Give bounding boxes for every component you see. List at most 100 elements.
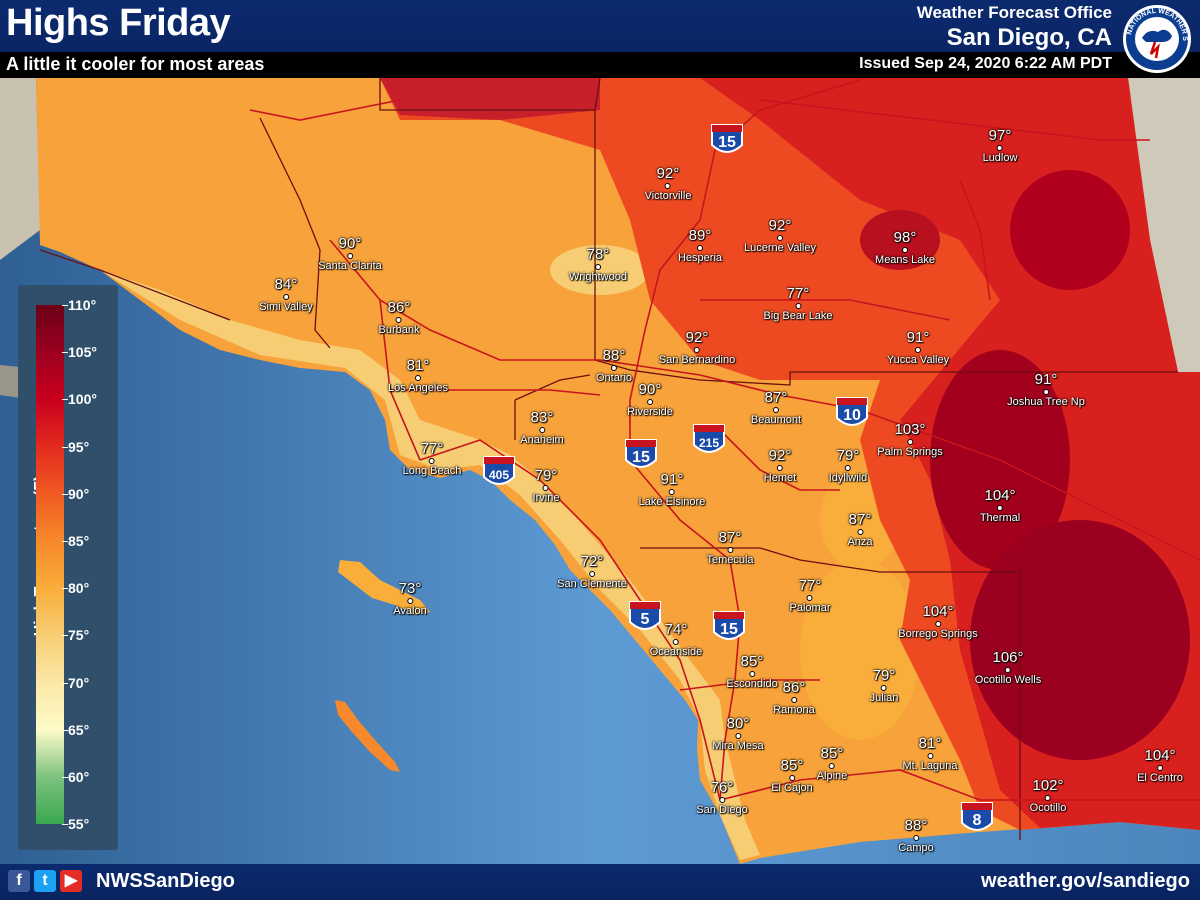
- city-label: 92° Victorville: [645, 166, 692, 203]
- city-temperature: 76°: [710, 779, 734, 796]
- city-label: 92° San Bernardino: [659, 330, 735, 367]
- city-name: Mt. Laguna: [902, 760, 958, 772]
- i5-shield: 5: [629, 601, 661, 630]
- city-name: Long Beach: [402, 465, 462, 477]
- social-handle[interactable]: NWSSanDiego: [96, 870, 235, 892]
- city-label: 86° Ramona: [773, 680, 815, 717]
- facebook-icon[interactable]: f: [8, 870, 30, 892]
- city-temperature: 81°: [918, 735, 942, 752]
- city-dot: [997, 505, 1003, 511]
- city-temperature: 74°: [664, 621, 688, 638]
- legend-tick: [62, 399, 68, 401]
- city-dot: [844, 465, 851, 471]
- city-name: Ontario: [595, 372, 633, 384]
- city-temperature: 106°: [992, 649, 1024, 666]
- city-name: San Diego: [696, 804, 748, 816]
- city-temperature: 91°: [1034, 371, 1058, 388]
- city-temperature: 91°: [660, 471, 684, 488]
- legend-label: 90°: [68, 485, 90, 502]
- city-label: 91° Lake Elsinore: [638, 471, 706, 509]
- city-name: Ludlow: [982, 152, 1018, 164]
- city-label: 83° Anaheim: [520, 410, 563, 447]
- city-dot: [407, 598, 413, 604]
- city-label: 87° Beaumont: [751, 389, 801, 427]
- city-temperature: 104°: [1144, 747, 1176, 764]
- city-dot: [594, 264, 601, 270]
- legend-label: 60°: [68, 769, 90, 785]
- youtube-icon[interactable]: ▶: [60, 870, 82, 892]
- city-name: Anza: [847, 536, 873, 548]
- city-dot: [749, 671, 755, 677]
- city-name: El Cajon: [771, 782, 813, 794]
- city-name: Irvine: [532, 492, 560, 504]
- legend-swatch: [36, 541, 64, 589]
- city-dot: [415, 375, 421, 381]
- temperature-map: 15 10 215 15 405 5 15 8: [0, 78, 1200, 864]
- legend-swatch: [36, 729, 64, 777]
- city-label: 77° Big Bear Lake: [763, 286, 832, 323]
- city-name: Joshua Tree Np: [1007, 396, 1085, 408]
- terrain-west: [0, 78, 40, 260]
- city-label: 91° Joshua Tree Np: [1007, 371, 1085, 409]
- svg-text:5: 5: [641, 611, 650, 628]
- city-temperature: 90°: [638, 381, 662, 398]
- twitter-icon[interactable]: t: [34, 870, 56, 892]
- svg-text:215: 215: [699, 436, 719, 450]
- city-temperature: 81°: [406, 357, 430, 374]
- website-link[interactable]: weather.gov/sandiego: [981, 870, 1190, 892]
- city-name: Lake Elsinore: [638, 496, 706, 508]
- city-dot: [1043, 389, 1049, 395]
- city-name: Palm Springs: [877, 446, 943, 458]
- temperature-legend: High Temperature (F) 110°105°100°95°90°8…: [18, 285, 118, 850]
- legend-label: 65°: [68, 721, 90, 738]
- legend-swatch: [36, 777, 64, 825]
- city-name: Simi Valley: [259, 301, 313, 313]
- i15-north-shield: 15: [711, 124, 743, 153]
- map-title: Highs Friday: [6, 2, 231, 44]
- city-dot: [902, 247, 908, 253]
- legend-label: 105°: [68, 344, 97, 361]
- footer: f t ▶ NWSSanDiego weather.gov/sandiego: [0, 864, 1200, 900]
- city-name: Santa Clarita: [318, 260, 382, 272]
- imperial-valley-hot: [970, 520, 1190, 760]
- city-dot: [726, 547, 733, 553]
- city-dot: [669, 489, 675, 495]
- city-dot: [777, 465, 783, 471]
- city-name: Mira Mesa: [712, 740, 764, 752]
- city-temperature: 98°: [893, 229, 917, 246]
- legend-tick: [62, 446, 68, 448]
- city-label: 92° Lucerne Valley: [744, 218, 816, 255]
- legend-swatch: [36, 305, 64, 353]
- city-label: 90° Riverside: [627, 381, 673, 419]
- office-line: Weather Forecast Office: [916, 3, 1112, 22]
- city-temperature: 87°: [764, 389, 788, 406]
- office-city: San Diego, CA: [946, 24, 1112, 51]
- city-temperature: 86°: [387, 299, 411, 316]
- san-clemente-island: [335, 700, 400, 772]
- city-dot: [283, 294, 289, 300]
- city-name: San Clemente: [557, 578, 627, 590]
- city-label: 103° Palm Springs: [877, 422, 943, 459]
- city-name: Lucerne Valley: [744, 242, 816, 254]
- city-name: Borrego Springs: [898, 628, 978, 640]
- legend-tick: [62, 635, 68, 637]
- city-dot: [790, 697, 797, 703]
- city-label: 81° Mt. Laguna: [902, 735, 958, 773]
- city-dot: [1045, 795, 1051, 801]
- city-temperature: 79°: [872, 667, 896, 684]
- terrain-east: [1128, 78, 1200, 372]
- city-name: Ramona: [773, 704, 815, 716]
- legend-label: 85°: [68, 533, 90, 549]
- city-dot: [773, 407, 779, 413]
- legend-tick: [62, 305, 68, 306]
- city-dot: [776, 235, 783, 241]
- i8-shield: 8: [961, 802, 993, 831]
- city-dot: [881, 685, 887, 691]
- city-temperature: 90°: [338, 235, 362, 252]
- city-temperature: 72°: [580, 553, 604, 570]
- city-dot: [589, 571, 595, 577]
- city-name: Julian: [869, 692, 899, 704]
- city-label: 97° Ludlow: [982, 128, 1018, 165]
- city-label: 84° Simi Valley: [259, 277, 313, 314]
- city-dot: [1156, 765, 1163, 771]
